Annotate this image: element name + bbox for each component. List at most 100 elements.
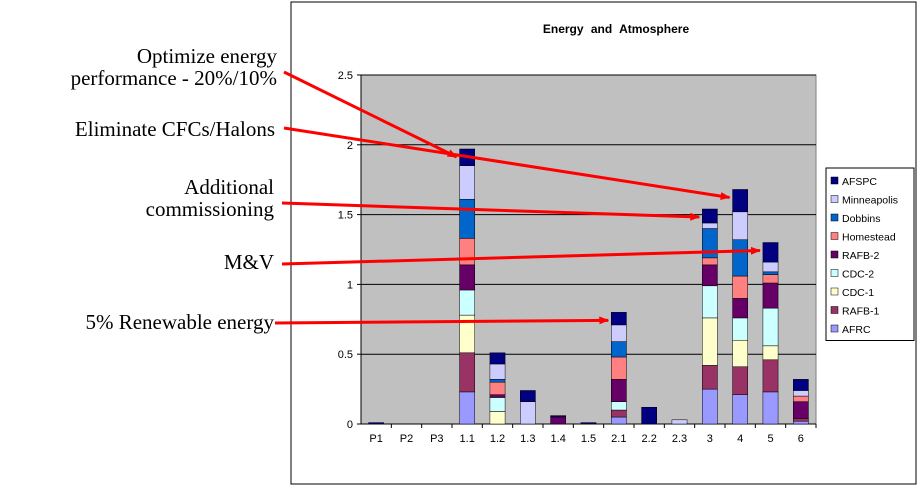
x-tick-label: P1 [369, 433, 382, 445]
bar-segment [732, 189, 748, 213]
bar-segment [702, 264, 718, 287]
legend-label: AFRC [842, 324, 871, 336]
callout-additional-commissioning: Additional commissioning [145, 175, 274, 221]
callout-arrows [274, 70, 761, 325]
bar-segment [732, 317, 748, 341]
x-tick-label: 1.4 [551, 433, 566, 445]
bar-segment [793, 379, 809, 391]
bar-segment [611, 324, 627, 342]
legend-swatch [830, 269, 839, 277]
bar-segment [520, 401, 536, 425]
bar-segment [702, 285, 718, 319]
bar-segment [793, 418, 809, 422]
bar-segment [702, 208, 718, 224]
bar-segment [611, 356, 627, 380]
legend-label: Minneapolis [842, 195, 898, 207]
x-tick-label: 1.1 [460, 433, 475, 445]
legend-swatch [830, 287, 839, 296]
legend-label: CDC-1 [842, 287, 874, 299]
x-tick-label: 4 [737, 433, 743, 445]
x-tick-label: P3 [430, 433, 443, 445]
legend-swatch [830, 324, 839, 333]
callout-arrow [281, 201, 701, 221]
legend-swatch [830, 306, 839, 314]
y-tick-label: 0.5 [338, 349, 353, 361]
legend-label: RAFB-1 [842, 306, 880, 318]
bar-segment [671, 419, 688, 425]
callout-eliminate-cfcs: Eliminate CFCs/Halons [74, 117, 275, 141]
bar-segment [702, 365, 718, 390]
bar-segment [762, 261, 779, 273]
x-tick-label: P2 [400, 433, 413, 445]
bar-segment [489, 379, 506, 383]
plot-area: 0 0.5 1 1.5 2 2.5 P1 P2 P3 1.1 1.2 1.3 1.4 1.5 2.1 2.2 2… [338, 70, 817, 445]
bar-segment [611, 312, 627, 326]
callout-optimize-energy: Optimize energy performance - 20%/10% [70, 44, 277, 90]
x-tick-label: 1.3 [520, 433, 535, 445]
bar-segment [702, 222, 718, 229]
bar-segment [732, 211, 748, 240]
bar-segment [732, 339, 748, 368]
bar-segment [732, 366, 748, 395]
bar-segment [762, 359, 779, 393]
x-tick-label: 1.5 [581, 433, 596, 445]
bar-segment [489, 363, 506, 380]
bar-segment [793, 390, 809, 397]
bar-segment [702, 317, 718, 366]
bar-segment [611, 401, 627, 411]
bar-segment [459, 352, 476, 393]
x-tick-label: 2.1 [611, 433, 626, 445]
x-tick-label: 2.3 [672, 433, 687, 445]
bar-segment [611, 379, 627, 402]
legend-label: RAFB-2 [842, 250, 880, 262]
x-tick-label: 1.2 [490, 433, 505, 445]
bar-segment [520, 390, 536, 402]
legend-label: CDC-2 [842, 269, 874, 281]
x-tick-label: 3 [707, 433, 713, 445]
bar-segment [762, 282, 779, 309]
bar-segment [611, 341, 627, 358]
x-tick-label: 5 [767, 433, 773, 445]
bar-segment [489, 394, 506, 398]
bar-segment [702, 388, 718, 425]
bar-segment [762, 271, 779, 275]
bar-segment [611, 409, 627, 418]
bar-segment [793, 420, 809, 425]
y-tick-label: 0 [347, 419, 353, 431]
bar-segment [793, 401, 809, 419]
callout-arrow [274, 316, 610, 325]
legend-swatch [830, 213, 839, 222]
legend-label: Dobbins [842, 213, 881, 225]
legend-swatch [830, 195, 839, 203]
legend-label: AFSPC [842, 176, 877, 188]
bar-segment [732, 298, 748, 319]
callout-renewable: 5% Renewable energy [85, 310, 274, 334]
legend-box [825, 167, 915, 341]
legend-swatch [830, 232, 839, 240]
bar-segment [459, 238, 476, 266]
bar-segment [611, 416, 627, 425]
y-tick-label: 1.5 [338, 210, 353, 222]
legend-swatch [830, 176, 839, 185]
bar-segment [580, 422, 597, 425]
bar-segment [702, 257, 718, 266]
bar-segment [489, 352, 506, 365]
bar-segment [459, 289, 476, 316]
bar-segment [550, 415, 566, 418]
chart-title: Energy and Atmosphere [543, 22, 690, 36]
bar-segment [459, 165, 476, 200]
bar-segment [732, 239, 748, 277]
bar-segment [489, 397, 506, 412]
y-tick-label: 1 [347, 279, 353, 291]
callout-arrow [281, 246, 761, 266]
y-tick-label: 2 [347, 140, 353, 152]
callout-arrow [283, 70, 458, 159]
bar-segment [762, 307, 779, 347]
bar-segment [459, 198, 476, 239]
bar-segment [489, 411, 506, 425]
bar-segment [459, 391, 476, 425]
bar-segment [641, 406, 657, 425]
bar-segment [368, 422, 385, 425]
